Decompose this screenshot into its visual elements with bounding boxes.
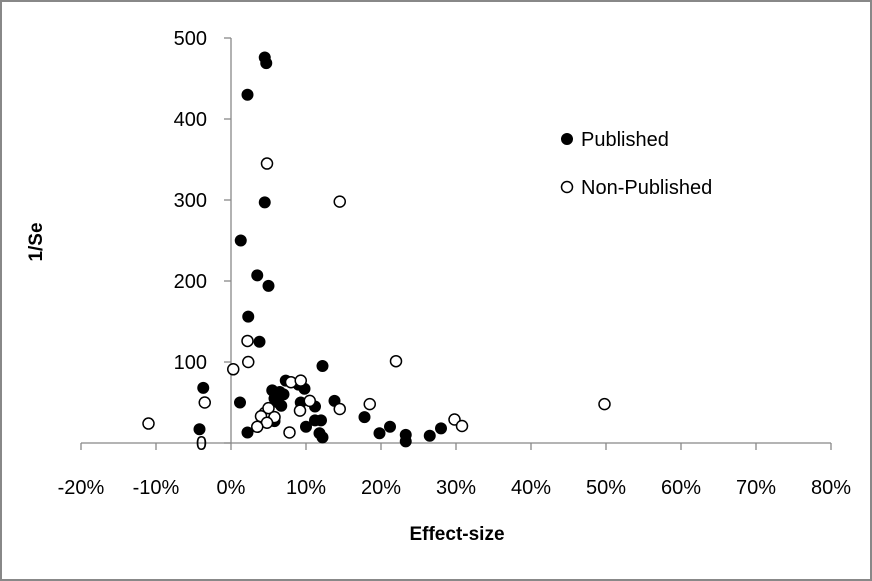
data-point-published xyxy=(242,310,255,323)
legend: Published Non-Published xyxy=(560,129,712,199)
y-axis-title: 1/Se xyxy=(26,222,47,261)
x-tick-label: -20% xyxy=(58,477,105,499)
data-point-non-published xyxy=(260,157,274,170)
data-points xyxy=(142,51,611,448)
y-tick-label: 300 xyxy=(174,190,207,212)
data-point-published xyxy=(358,411,371,424)
data-point-non-published xyxy=(303,394,316,408)
data-point-published xyxy=(197,381,210,394)
data-point-non-published xyxy=(333,402,346,416)
x-tick-label: 80% xyxy=(811,477,851,499)
y-tick-label: 400 xyxy=(174,109,207,131)
x-tick-label: 30% xyxy=(436,477,476,499)
data-point-published xyxy=(241,88,254,101)
axes: -20% -10% 0% 10% 20% 30% 40% 50% 60% 70% 80% 0 100 20… xyxy=(58,28,852,499)
x-tick-label: -10% xyxy=(133,477,180,499)
data-point-non-published xyxy=(198,396,211,409)
data-point-non-published xyxy=(389,354,403,368)
data-point-published xyxy=(423,429,436,442)
data-point-non-published xyxy=(251,420,264,434)
x-tick-label: 40% xyxy=(511,477,551,499)
data-point-non-published xyxy=(294,374,307,387)
data-point-published xyxy=(234,396,246,409)
data-point-published xyxy=(373,427,386,440)
x-tick-label: 60% xyxy=(661,477,701,499)
data-point-published xyxy=(275,399,288,412)
data-point-non-published xyxy=(283,426,296,439)
data-point-published xyxy=(258,196,271,209)
legend-marker-published xyxy=(561,133,573,145)
data-point-published xyxy=(262,279,275,292)
data-point-published xyxy=(384,420,396,433)
data-point-published xyxy=(300,420,312,433)
data-point-non-published xyxy=(363,397,376,411)
data-point-published xyxy=(316,431,329,444)
x-tick-label: 50% xyxy=(586,477,626,499)
data-point-non-published xyxy=(262,401,275,415)
data-point-non-published xyxy=(227,363,240,376)
y-tick-label: 500 xyxy=(174,28,207,50)
data-point-published xyxy=(251,269,264,282)
data-point-published xyxy=(193,423,206,436)
data-point-published xyxy=(399,435,412,448)
data-point-non-published xyxy=(242,355,255,369)
y-tick-label: 100 xyxy=(174,352,207,374)
x-tick-label: 70% xyxy=(736,477,776,499)
data-point-non-published xyxy=(455,419,469,433)
x-tick-label: 10% xyxy=(286,477,326,499)
y-tick-label: 200 xyxy=(174,271,207,293)
legend-label-published: Published xyxy=(581,129,669,151)
legend-marker-non-published xyxy=(560,180,574,194)
data-point-published xyxy=(234,234,247,247)
data-point-non-published xyxy=(598,397,611,411)
data-point-published xyxy=(260,57,273,70)
data-point-published xyxy=(315,414,327,427)
data-point-published xyxy=(241,426,254,439)
x-tick-label: 20% xyxy=(361,477,401,499)
data-point-published xyxy=(435,422,447,435)
data-point-published xyxy=(253,335,266,348)
legend-label-non-published: Non-Published xyxy=(581,177,712,199)
data-point-non-published xyxy=(333,195,346,208)
data-point-non-published xyxy=(241,334,254,348)
x-axis-title: Effect-size xyxy=(409,524,504,545)
y-tick-label: 0 xyxy=(196,433,207,455)
data-point-non-published xyxy=(293,404,307,417)
data-point-non-published xyxy=(142,417,155,430)
data-point-published xyxy=(316,360,329,373)
x-tick-label: 0% xyxy=(217,477,246,499)
